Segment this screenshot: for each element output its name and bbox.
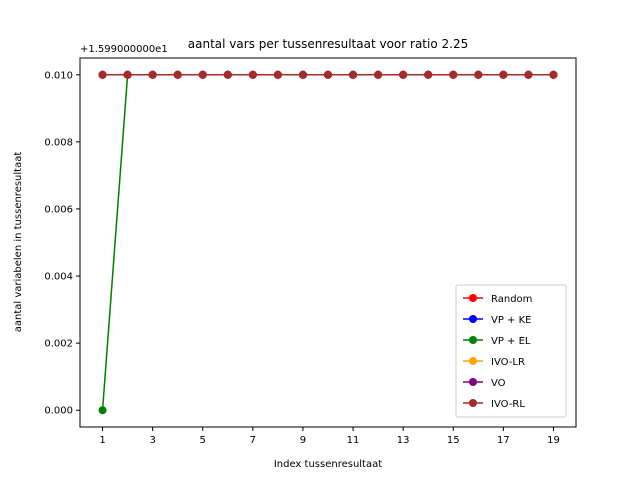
legend: Random VP + KE VP + EL IVO-LR VO IVO-RL (455, 284, 567, 418)
y-tick-label: 0.010 (44, 70, 73, 81)
x-axis-label: Index tussenresultaat (274, 459, 382, 470)
data-point-ivo-rl (374, 70, 383, 79)
data-point-ivo-rl (198, 70, 207, 79)
legend-marker (469, 378, 477, 386)
legend-label: VP + EL (491, 336, 531, 347)
legend-label: IVO-LR (491, 357, 525, 368)
data-point-vp-el (98, 406, 107, 415)
plot-area (98, 70, 558, 415)
y-axis-ticks: 0.000 0.002 0.004 0.006 0.008 0.010 (44, 70, 80, 417)
y-tick-label: 0.008 (44, 137, 73, 148)
x-tick-label: 15 (447, 435, 460, 446)
legend-marker (469, 357, 477, 365)
data-point-ivo-rl (98, 70, 107, 79)
y-tick-label: 0.002 (44, 339, 73, 350)
x-tick-label: 19 (547, 435, 560, 446)
x-tick-label: 17 (497, 435, 510, 446)
y-tick-label: 0.006 (44, 204, 73, 215)
y-offset-label: +1.599000000e1 (80, 44, 168, 55)
data-point-ivo-rl (273, 70, 282, 79)
x-tick-label: 3 (149, 435, 155, 446)
data-point-ivo-rl (173, 70, 182, 79)
data-point-ivo-rl (123, 70, 132, 79)
data-point-ivo-rl (248, 70, 257, 79)
data-point-ivo-rl (399, 70, 408, 79)
data-point-ivo-rl (424, 70, 433, 79)
data-point-ivo-rl (549, 70, 558, 79)
data-point-ivo-rl (449, 70, 458, 79)
data-point-ivo-rl (499, 70, 508, 79)
y-tick-label: 0.000 (44, 406, 73, 417)
legend-box (455, 284, 567, 418)
x-tick-label: 11 (347, 435, 360, 446)
data-point-ivo-rl (474, 70, 483, 79)
legend-marker (469, 399, 477, 407)
x-axis-ticks: 1 3 5 7 9 11 13 15 17 19 (99, 427, 560, 446)
legend-label: VP + KE (491, 315, 531, 326)
x-tick-label: 13 (397, 435, 410, 446)
legend-marker (469, 315, 477, 323)
x-tick-label: 9 (300, 435, 306, 446)
data-point-ivo-rl (524, 70, 533, 79)
axes-frame (79, 57, 577, 428)
data-point-ivo-rl (148, 70, 157, 79)
legend-marker (469, 294, 477, 302)
data-point-ivo-rl (223, 70, 232, 79)
data-point-ivo-rl (349, 70, 358, 79)
legend-label: IVO-RL (491, 399, 525, 410)
legend-label: VO (491, 378, 506, 389)
x-tick-label: 5 (200, 435, 206, 446)
data-point-ivo-rl (298, 70, 307, 79)
legend-label: Random (491, 294, 532, 305)
legend-marker (469, 336, 477, 344)
y-axis-label: aantal variabelen in tussenresultaat (13, 152, 24, 333)
data-point-ivo-rl (324, 70, 332, 79)
chart-title: aantal vars per tussenresultaat voor rat… (188, 37, 468, 51)
x-tick-label: 7 (250, 435, 256, 446)
x-tick-label: 1 (99, 435, 105, 446)
y-tick-label: 0.004 (44, 272, 73, 283)
